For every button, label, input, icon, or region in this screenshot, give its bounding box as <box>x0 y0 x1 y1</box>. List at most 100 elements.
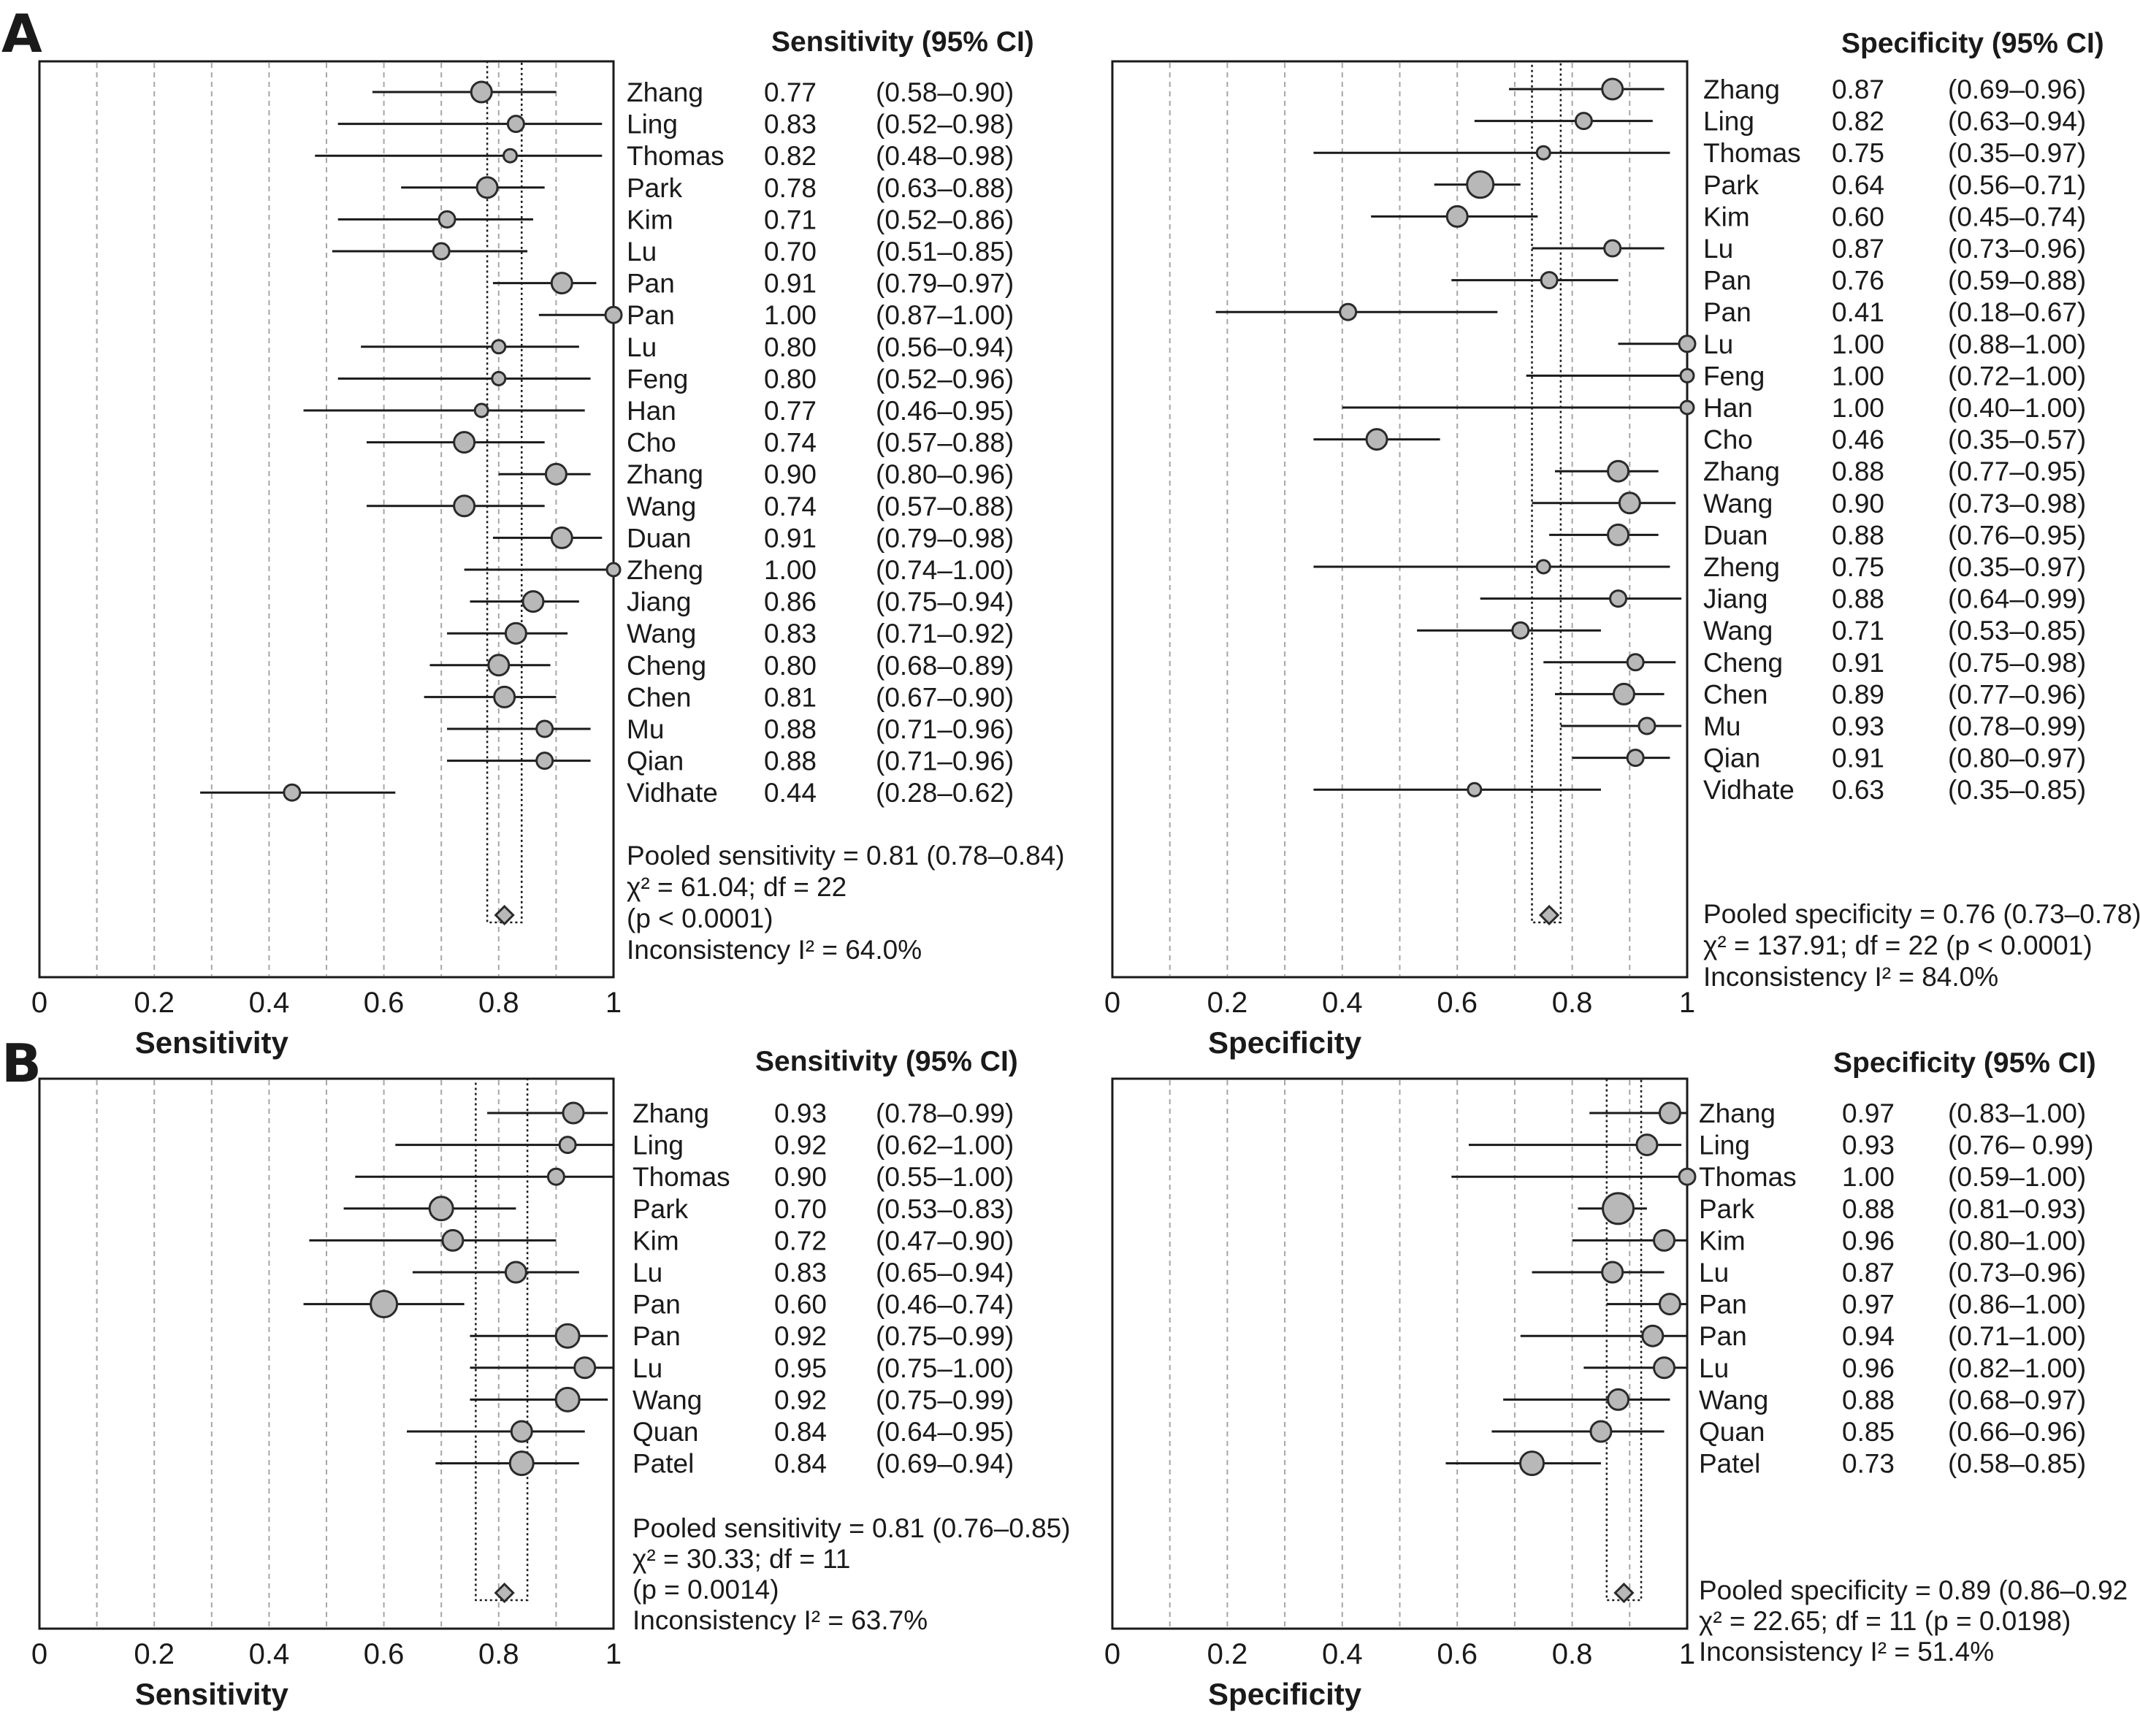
x-axis-label: Specificity <box>1208 1025 1362 1060</box>
study-ci: (0.52–0.96) <box>876 364 1014 394</box>
point-estimate-marker <box>562 1101 585 1125</box>
study-name: Qian <box>627 746 684 776</box>
point-estimate-marker <box>1574 112 1593 131</box>
study-name: Kim <box>1703 202 1750 232</box>
point-estimate-marker <box>1339 302 1358 321</box>
study-ci: (0.28–0.62) <box>876 778 1014 808</box>
study-ci: (0.76– 0.99) <box>1948 1131 2094 1160</box>
point-estimate-marker <box>1535 559 1551 575</box>
panel-label-a: A <box>1 3 42 64</box>
study-ci: (0.75–0.99) <box>876 1321 1014 1351</box>
study-name: Quan <box>633 1417 699 1447</box>
study-value: 1.00 <box>1842 1162 1895 1192</box>
study-value: 0.63 <box>1832 775 1884 805</box>
study-value: 0.89 <box>1832 679 1884 709</box>
study-ci: (0.75–1.00) <box>876 1353 1014 1383</box>
point-estimate-marker <box>506 115 525 134</box>
point-estimate-marker <box>508 1450 535 1477</box>
study-ci: (0.35–0.57) <box>1948 425 2086 455</box>
x-tick-label: 0.2 <box>134 1638 175 1670</box>
study-name: Patel <box>633 1449 694 1479</box>
study-name: Wang <box>1703 489 1773 519</box>
study-ci: (0.81–0.93) <box>1948 1194 2086 1224</box>
point-estimate-marker <box>1653 1356 1676 1380</box>
plot-frame <box>1111 1077 1689 1630</box>
study-value: 0.80 <box>764 364 817 394</box>
pooled-stats-line: (p = 0.0014) <box>633 1575 779 1605</box>
study-value: 0.82 <box>764 141 817 171</box>
study-name: Quan <box>1699 1417 1765 1447</box>
point-estimate-marker <box>1601 1261 1624 1284</box>
study-value: 0.91 <box>764 269 817 299</box>
point-estimate-marker <box>510 1420 533 1443</box>
study-name: Ling <box>1699 1131 1750 1160</box>
study-name: Lu <box>1699 1258 1729 1288</box>
point-estimate-marker <box>550 526 573 549</box>
pooled-stats-line: Pooled sensitivity = 0.81 (0.78–0.84) <box>627 841 1065 871</box>
study-ci: (0.58–0.90) <box>876 77 1014 107</box>
pooled-diamond <box>1538 904 1560 926</box>
study-value: 0.84 <box>774 1449 827 1479</box>
point-estimate-marker <box>1607 523 1630 546</box>
point-estimate-marker <box>437 210 456 229</box>
pooled-stats-line: Inconsistency I² = 63.7% <box>633 1605 928 1635</box>
point-estimate-marker <box>1635 1133 1659 1157</box>
point-estimate-marker <box>1678 334 1697 353</box>
study-value: 0.88 <box>1842 1194 1895 1224</box>
study-ci: (0.66–0.96) <box>1948 1417 2086 1447</box>
study-value: 0.81 <box>764 682 817 712</box>
study-ci: (0.73–0.96) <box>1948 1258 2086 1288</box>
study-ci: (0.56–0.71) <box>1948 170 2086 200</box>
study-ci: (0.53–0.85) <box>1948 616 2086 646</box>
pooled-diamond <box>494 904 515 926</box>
study-ci: (0.73–0.98) <box>1948 489 2086 519</box>
column-header: Specificity (95% CI) <box>1841 28 2104 59</box>
point-estimate-marker <box>473 402 489 418</box>
point-estimate-marker <box>544 462 568 486</box>
study-name: Ling <box>1703 107 1754 137</box>
x-tick-label: 1 <box>605 1638 622 1670</box>
point-estimate-marker <box>1618 492 1641 515</box>
study-ci: (0.71–0.96) <box>876 714 1014 744</box>
x-tick-label: 0.4 <box>1322 1638 1363 1670</box>
study-ci: (0.71–0.96) <box>876 746 1014 776</box>
study-name: Cho <box>1703 425 1753 455</box>
study-name: Pan <box>627 269 675 299</box>
point-estimate-marker <box>441 1228 465 1252</box>
study-ci: (0.57–0.88) <box>876 428 1014 458</box>
x-tick-label: 0.6 <box>364 1638 405 1670</box>
study-name: Zhang <box>627 459 703 489</box>
study-value: 0.93 <box>1832 711 1884 741</box>
study-ci: (0.71–0.92) <box>876 619 1014 649</box>
study-value: 0.88 <box>1832 520 1884 550</box>
x-tick-label: 1 <box>1679 1638 1695 1670</box>
pooled-stats-line: χ² = 61.04; df = 22 <box>627 872 847 902</box>
study-name: Park <box>633 1194 689 1224</box>
study-name: Pan <box>1703 297 1751 327</box>
study-value: 0.44 <box>764 778 817 808</box>
study-ci: (0.75–0.98) <box>1948 648 2086 678</box>
study-name: Ling <box>633 1131 684 1160</box>
study-name: Lu <box>1703 329 1733 359</box>
study-ci: (0.80–1.00) <box>1948 1225 2086 1255</box>
study-value: 0.91 <box>1832 743 1884 773</box>
study-name: Duan <box>627 523 691 553</box>
study-ci: (0.62–1.00) <box>876 1131 1014 1160</box>
study-name: Zhang <box>1703 74 1780 104</box>
study-name: Thomas <box>633 1162 730 1192</box>
study-ci: (0.51–0.85) <box>876 237 1014 267</box>
study-value: 1.00 <box>764 555 817 585</box>
study-name: Pan <box>627 300 675 330</box>
study-value: 0.74 <box>764 492 817 521</box>
x-tick-label: 0.6 <box>364 987 405 1019</box>
study-name: Wang <box>627 492 696 521</box>
study-value: 0.70 <box>764 237 817 267</box>
study-value: 0.83 <box>764 619 817 649</box>
x-tick-label: 0 <box>31 1638 47 1670</box>
study-value: 0.90 <box>774 1162 827 1192</box>
study-value: 0.92 <box>774 1385 827 1415</box>
study-ci: (0.79–0.97) <box>876 269 1014 299</box>
study-name: Kim <box>633 1225 679 1255</box>
study-ci: (0.47–0.90) <box>876 1225 1014 1255</box>
pooled-ci-band <box>486 60 523 924</box>
